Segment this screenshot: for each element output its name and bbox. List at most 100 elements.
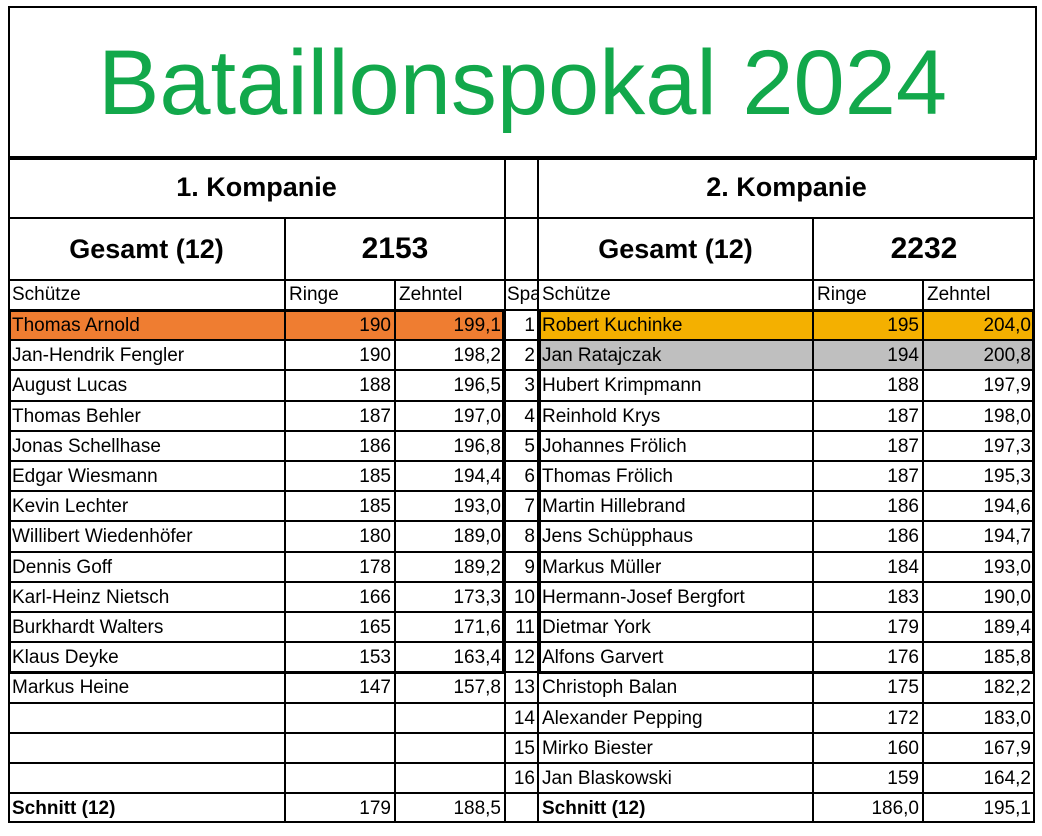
table-row-ringe-left xyxy=(285,702,395,733)
average-spacer xyxy=(505,793,538,824)
company-header-right: 2. Kompanie xyxy=(538,156,1035,218)
table-row-ringe-right: 186 xyxy=(813,521,923,552)
table-row-name-left xyxy=(8,732,285,763)
table-row-zehntel-left xyxy=(395,702,505,733)
table-row-ringe-left: 187 xyxy=(285,400,395,431)
table-row-ringe-left: 147 xyxy=(285,672,395,703)
table-row-zehntel-right: 193,0 xyxy=(923,551,1035,582)
table-row-place: 3 xyxy=(505,370,538,401)
table-row-place: 15 xyxy=(505,732,538,763)
total-value-left: 2153 xyxy=(285,218,505,280)
average-label-right: Schnitt (12) xyxy=(538,793,813,824)
average-zehntel-right: 195,1 xyxy=(923,793,1035,824)
table-row-zehntel-left: 196,5 xyxy=(395,370,505,401)
column-header-ringe-left: Ringe xyxy=(285,280,395,310)
table-row-place: 5 xyxy=(505,430,538,461)
table-row-name-right: Christoph Balan xyxy=(538,672,813,703)
average-ringe-right: 186,0 xyxy=(813,793,923,824)
table-row-zehntel-right: 198,0 xyxy=(923,400,1035,431)
table-row-ringe-left: 186 xyxy=(285,430,395,461)
table-row-place: 11 xyxy=(505,612,538,643)
table-row-place: 9 xyxy=(505,551,538,582)
table-row-name-right: Jan Ratajczak xyxy=(538,340,813,371)
table-row-name-right: Alexander Pepping xyxy=(538,702,813,733)
table-row-zehntel-right: 204,0 xyxy=(923,310,1035,341)
table-row-name-right: Dietmar York xyxy=(538,612,813,643)
table-row-ringe-left xyxy=(285,763,395,794)
table-row-zehntel-left: 199,1 xyxy=(395,310,505,341)
column-header-place: Spa xyxy=(505,280,538,310)
table-row-zehntel-left: 198,2 xyxy=(395,340,505,371)
table-row-ringe-right: 175 xyxy=(813,672,923,703)
table-row-ringe-right: 186 xyxy=(813,491,923,522)
table-row-name-left: Klaus Deyke xyxy=(8,642,285,673)
average-label-left: Schnitt (12) xyxy=(8,793,285,824)
table-row-zehntel-right: 190,0 xyxy=(923,581,1035,612)
column-header-zehntel-right: Zehntel xyxy=(923,280,1035,310)
table-row-ringe-right: 176 xyxy=(813,642,923,673)
table-row-zehntel-right: 194,7 xyxy=(923,521,1035,552)
table-row-place: 16 xyxy=(505,763,538,794)
table-row-place: 4 xyxy=(505,400,538,431)
column-header-name-right: Schütze xyxy=(538,280,813,310)
table-row-ringe-left: 190 xyxy=(285,310,395,341)
column-header-ringe-right: Ringe xyxy=(813,280,923,310)
table-row-name-left xyxy=(8,702,285,733)
table-row-ringe-right: 194 xyxy=(813,340,923,371)
table-row-zehntel-right: 185,8 xyxy=(923,642,1035,673)
table-row-ringe-right: 172 xyxy=(813,702,923,733)
table-row-name-left: Edgar Wiesmann xyxy=(8,461,285,492)
table-row-ringe-left: 188 xyxy=(285,370,395,401)
table-row-ringe-right: 188 xyxy=(813,370,923,401)
table-row-ringe-left: 185 xyxy=(285,461,395,492)
table-row-zehntel-right: 197,9 xyxy=(923,370,1035,401)
table-row-zehntel-right: 164,2 xyxy=(923,763,1035,794)
table-row-place: 1 xyxy=(505,310,538,341)
table-row-zehntel-left: 193,0 xyxy=(395,491,505,522)
table-row-zehntel-left: 171,6 xyxy=(395,612,505,643)
table-row-place: 2 xyxy=(505,340,538,371)
table-row-name-left: Thomas Arnold xyxy=(8,310,285,341)
total-spacer xyxy=(505,218,538,280)
table-row-zehntel-right: 195,3 xyxy=(923,461,1035,492)
table-row-name-left: Kevin Lechter xyxy=(8,491,285,522)
table-row-ringe-right: 179 xyxy=(813,612,923,643)
table-row-name-right: Johannes Frölich xyxy=(538,430,813,461)
table-row-name-left: Karl-Heinz Nietsch xyxy=(8,581,285,612)
table-row-ringe-left: 165 xyxy=(285,612,395,643)
total-value-right: 2232 xyxy=(813,218,1035,280)
column-header-name-left: Schütze xyxy=(8,280,285,310)
table-row-zehntel-right: 189,4 xyxy=(923,612,1035,643)
table-row-name-left: Burkhardt Walters xyxy=(8,612,285,643)
table-row-zehntel-left: 194,4 xyxy=(395,461,505,492)
table-row-ringe-left: 153 xyxy=(285,642,395,673)
table-row-zehntel-right: 183,0 xyxy=(923,702,1035,733)
table-row-zehntel-left: 189,0 xyxy=(395,521,505,552)
table-row-ringe-right: 187 xyxy=(813,400,923,431)
table-row-place: 14 xyxy=(505,702,538,733)
table-row-zehntel-left: 163,4 xyxy=(395,642,505,673)
table-row-zehntel-left xyxy=(395,763,505,794)
column-header-zehntel-left: Zehntel xyxy=(395,280,505,310)
total-label-right: Gesamt (12) xyxy=(538,218,813,280)
table-row-name-left: Jonas Schellhase xyxy=(8,430,285,461)
table-row-place: 12 xyxy=(505,642,538,673)
table-row-zehntel-left: 197,0 xyxy=(395,400,505,431)
page-title: Bataillonspokal 2024 xyxy=(8,6,1037,160)
table-row-zehntel-right: 182,2 xyxy=(923,672,1035,703)
table-row-ringe-right: 183 xyxy=(813,581,923,612)
table-row-place: 10 xyxy=(505,581,538,612)
table-row-place: 7 xyxy=(505,491,538,522)
table-row-zehntel-left xyxy=(395,732,505,763)
table-row-ringe-left: 185 xyxy=(285,491,395,522)
table-row-name-left: Dennis Goff xyxy=(8,551,285,582)
table-row-zehntel-left: 157,8 xyxy=(395,672,505,703)
table-row-name-right: Thomas Frölich xyxy=(538,461,813,492)
table-row-ringe-right: 187 xyxy=(813,461,923,492)
table-row-ringe-left: 180 xyxy=(285,521,395,552)
table-row-ringe-left xyxy=(285,732,395,763)
table-row-name-left xyxy=(8,763,285,794)
table-row-name-left: August Lucas xyxy=(8,370,285,401)
table-row-ringe-right: 187 xyxy=(813,430,923,461)
table-row-name-right: Hubert Krimpmann xyxy=(538,370,813,401)
